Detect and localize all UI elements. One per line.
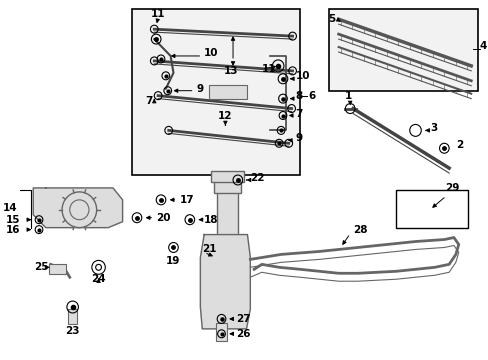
Text: 1: 1	[344, 91, 351, 101]
Bar	[210, 171, 243, 182]
Text: 26: 26	[235, 329, 250, 339]
Text: 29: 29	[444, 183, 458, 193]
Bar	[48, 264, 66, 274]
Text: 12: 12	[218, 111, 232, 121]
Text: 8: 8	[295, 91, 302, 101]
Text: 10: 10	[204, 48, 218, 58]
Text: 28: 28	[352, 225, 367, 235]
Bar	[215, 323, 227, 341]
Bar	[68, 309, 77, 324]
Text: 11: 11	[261, 64, 276, 74]
Bar	[208, 85, 247, 99]
Text: 18: 18	[204, 215, 218, 225]
Text: 17: 17	[180, 195, 194, 205]
Text: 23: 23	[65, 326, 80, 336]
Bar	[216, 190, 237, 235]
Text: 10: 10	[295, 71, 309, 81]
Text: 6: 6	[307, 91, 315, 101]
Text: 9: 9	[196, 84, 203, 94]
Text: 11: 11	[151, 9, 165, 19]
Text: 25: 25	[34, 262, 48, 272]
Text: 3: 3	[429, 123, 436, 134]
Text: 2: 2	[455, 140, 462, 150]
Text: 27: 27	[235, 314, 250, 324]
Bar	[132, 9, 300, 175]
Text: 20: 20	[156, 213, 170, 223]
Text: 5: 5	[328, 14, 335, 24]
Text: 19: 19	[166, 256, 180, 266]
Text: 9: 9	[295, 133, 302, 143]
Bar	[328, 9, 477, 91]
Text: 16: 16	[5, 225, 20, 235]
Text: 7: 7	[144, 96, 152, 105]
Text: 14: 14	[2, 203, 17, 213]
Text: 15: 15	[5, 215, 20, 225]
Text: 24: 24	[91, 274, 106, 284]
Polygon shape	[33, 188, 122, 228]
Text: 13: 13	[224, 66, 238, 76]
Polygon shape	[200, 235, 250, 329]
Text: 22: 22	[250, 173, 264, 183]
Text: 7: 7	[295, 108, 302, 118]
Circle shape	[62, 192, 97, 228]
Bar	[395, 190, 468, 228]
Bar	[213, 181, 240, 193]
Text: 4: 4	[479, 41, 486, 51]
Text: 21: 21	[202, 244, 216, 255]
